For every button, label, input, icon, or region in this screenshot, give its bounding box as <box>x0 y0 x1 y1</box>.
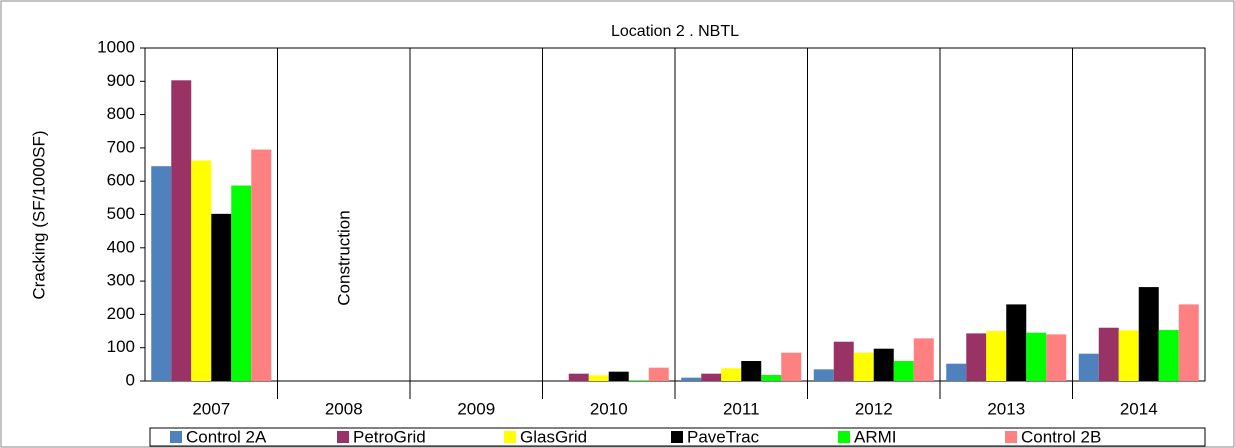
bar <box>761 375 782 381</box>
x-tick-label: 2008 <box>325 399 363 418</box>
legend-swatch <box>838 431 850 443</box>
y-tick-label: 1000 <box>97 37 135 56</box>
y-tick-label: 100 <box>107 337 135 356</box>
bar <box>648 367 669 381</box>
x-tick-label: 2011 <box>723 399 760 418</box>
legend-label: PaveTrac <box>687 427 760 446</box>
bar <box>1098 327 1119 381</box>
legend-swatch <box>1005 431 1017 443</box>
y-tick-label: 500 <box>107 204 135 223</box>
x-tick-label: 2009 <box>457 399 495 418</box>
bar <box>893 361 914 381</box>
bar <box>781 352 802 381</box>
bar <box>608 371 629 381</box>
bar <box>1046 334 1067 381</box>
bar <box>191 160 212 381</box>
bar <box>913 338 934 381</box>
y-tick-label: 400 <box>107 237 135 256</box>
bar <box>251 149 272 381</box>
y-tick-label: 200 <box>107 304 135 323</box>
legend-label: PetroGrid <box>353 427 426 446</box>
x-tick-label: 2007 <box>192 399 230 418</box>
bar <box>701 373 722 381</box>
bar <box>1138 287 1159 381</box>
bar <box>813 369 834 381</box>
bar <box>986 331 1007 381</box>
y-tick-label: 700 <box>107 137 135 156</box>
legend-swatch <box>671 431 683 443</box>
bar <box>1078 353 1099 381</box>
bar <box>171 80 192 382</box>
legend-label: Control 2B <box>1021 427 1101 446</box>
x-tick-label: 2012 <box>855 399 893 418</box>
legend-label: Control 2A <box>186 427 267 446</box>
bar <box>211 213 232 381</box>
bar <box>231 185 252 381</box>
legend-label: GlasGrid <box>520 427 587 446</box>
y-axis-title: Cracking (SF/1000SF) <box>29 130 48 299</box>
bar <box>1178 304 1199 381</box>
bar <box>833 341 854 381</box>
chart-title: Location 2 . NBTL <box>611 23 739 40</box>
legend-swatch <box>504 431 516 443</box>
bar <box>681 377 702 381</box>
bar <box>1158 330 1179 381</box>
bar <box>628 380 649 381</box>
y-tick-label: 300 <box>107 271 135 290</box>
bar <box>568 373 589 381</box>
y-tick-label: 0 <box>126 370 135 389</box>
bar <box>1026 332 1047 381</box>
legend-swatch <box>170 431 182 443</box>
bar <box>721 368 742 381</box>
y-tick-label: 800 <box>107 104 135 123</box>
bar <box>873 348 894 381</box>
bar <box>966 333 987 381</box>
y-tick-label: 600 <box>107 171 135 190</box>
y-tick-label: 900 <box>107 71 135 90</box>
annotation: Construction <box>334 210 353 305</box>
bar <box>1118 330 1139 381</box>
x-tick-label: 2013 <box>987 399 1025 418</box>
bar <box>946 363 967 381</box>
bar <box>588 375 609 381</box>
bar <box>853 352 874 381</box>
bar <box>1006 304 1027 381</box>
x-tick-label: 2010 <box>590 399 628 418</box>
bar <box>151 166 172 381</box>
bar <box>741 361 762 381</box>
legend-swatch <box>337 431 349 443</box>
x-tick-label: 2014 <box>1120 399 1158 418</box>
legend-label: ARMI <box>854 427 897 446</box>
